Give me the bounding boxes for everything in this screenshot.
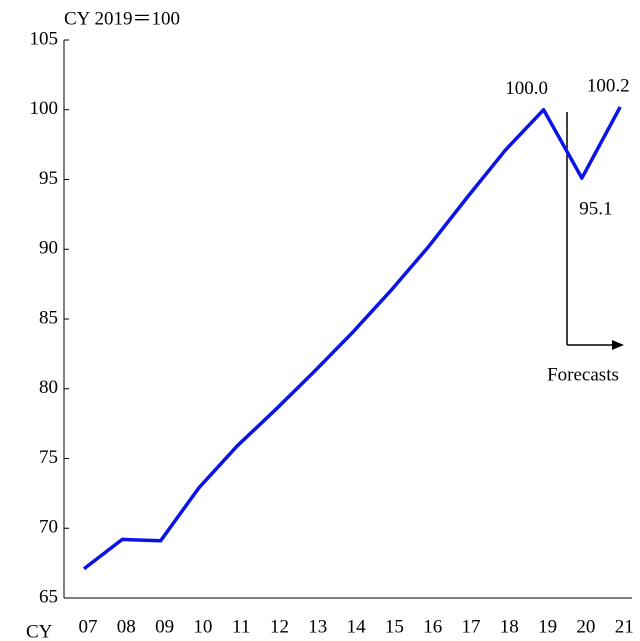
y-tick-label: 80	[39, 377, 58, 398]
y-tick-label: 95	[39, 168, 58, 189]
data-label: 95.1	[579, 198, 612, 219]
annotation: Forecasts	[547, 364, 619, 385]
x-tick-label: 12	[270, 616, 289, 637]
y-tick-label: 70	[39, 517, 58, 538]
x-tick-label: 19	[538, 616, 557, 637]
x-tick-label: 15	[385, 616, 404, 637]
x-tick-label: 13	[308, 616, 327, 637]
x-axis-label: CY	[26, 621, 53, 641]
y-tick-label: 75	[39, 447, 58, 468]
x-tick-label: 21	[615, 616, 634, 637]
arrow-head	[612, 340, 624, 350]
y-tick-label: 85	[39, 307, 58, 328]
y-tick-label: 105	[30, 28, 59, 49]
x-tick-label: 09	[155, 616, 174, 637]
x-tick-label: 07	[79, 616, 98, 637]
series-line	[82, 106, 622, 571]
data-label: 100.2	[587, 75, 630, 96]
x-tick-label: 16	[423, 616, 442, 637]
x-tick-label: 08	[117, 616, 136, 637]
x-tick-label: 20	[576, 616, 595, 637]
x-tick-label: 14	[347, 616, 367, 637]
y-tick-label: 65	[39, 586, 58, 607]
x-tick-label: 18	[500, 616, 519, 637]
data-label: 100.0	[505, 78, 548, 99]
y-tick-label: 100	[30, 98, 59, 119]
x-tick-label: 11	[232, 616, 250, 637]
y-tick-label: 90	[39, 238, 58, 259]
x-tick-label: 10	[193, 616, 212, 637]
y-axis-label: CY 2019＝100	[64, 8, 180, 29]
x-tick-label: 17	[462, 616, 481, 637]
